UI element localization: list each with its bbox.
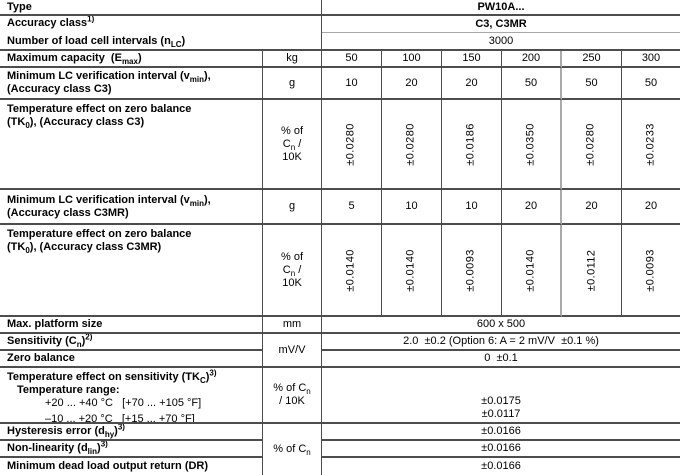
tkc-unit-cell: % of Cn / 10K (263, 368, 322, 424)
tkc-label-line1: Temperature effect on sensitivity (TKC)3… (7, 368, 217, 386)
mvv-unit-cell: mV/V (263, 334, 322, 368)
vmin-c3-value-cell: 50 (562, 68, 622, 100)
platform-unit-cell: mm (263, 317, 322, 334)
vmin-c3-value-cell: 20 (442, 68, 502, 100)
pct-cn-unit-cell: % of Cn (263, 424, 322, 475)
type-value-cell: PW10A... (322, 0, 680, 16)
tk0-c3mr-value-cell: ±0.0140 (502, 225, 562, 317)
capacity-label-cell: Maximum capacity (Emax) (0, 51, 263, 68)
type-label: Type (7, 0, 32, 13)
nonlinearity-label-cell: Non-linearity (dlin)3) (0, 441, 263, 458)
capacity-value-cell: 250 (562, 51, 622, 68)
tk0-c3mr-label-cell: Temperature effect on zero balance (TK0)… (0, 225, 263, 317)
vmin-c3-value-cell: 20 (382, 68, 442, 100)
load-cell-intervals-value: 3000 (488, 34, 514, 47)
nonlinearity-label: Non-linearity (dlin)3) (7, 441, 108, 457)
accuracy-class-label: Accuracy class1) (7, 16, 95, 29)
zero-balance-value-cell: 0 ±0.1 (322, 351, 680, 368)
tk0-c3mr-value-cell: ±0.0093 (622, 225, 680, 317)
tk0-c3mr-unit-cell: % of Cn / 10K (263, 225, 322, 317)
type-label-cell: Type (0, 0, 322, 16)
load-cell-intervals-label: Number of load cell intervals (nLC) (7, 35, 186, 50)
platform-label-cell: Max. platform size (0, 317, 263, 334)
capacity-label: Maximum capacity (Emax) (7, 52, 142, 67)
zero-balance-label-cell: Zero balance (0, 351, 263, 368)
accuracy-class-value-cell: C3, C3MR (322, 16, 680, 33)
load-cell-intervals-value-cell: 3000 (322, 33, 680, 51)
vmin-c3mr-unit-cell: g (263, 190, 322, 225)
capacity-value-cell: 300 (622, 51, 680, 68)
vmin-c3-value-cell: 50 (502, 68, 562, 100)
vmin-c3-label-cell: Minimum LC verification interval (vmin),… (0, 68, 263, 100)
tk0-c3-value-cell: ±0.0350 (502, 100, 562, 190)
vmin-c3-unit-cell: g (263, 68, 322, 100)
vmin-c3-label: Minimum LC verification interval (vmin), (7, 70, 211, 85)
capacity-value-cell: 150 (442, 51, 502, 68)
capacity-value-cell: 100 (382, 51, 442, 68)
vmin-c3-value-cell: 50 (622, 68, 680, 100)
capacity-unit: kg (286, 52, 298, 64)
vmin-c3mr-value-cell: 20 (622, 190, 680, 225)
tk0-c3mr-value-cell: ±0.0112 (562, 225, 622, 317)
tk0-c3-value-cell: ±0.0280 (322, 100, 382, 190)
tk0-c3-label-line2: (TK0), (Accuracy class C3) (7, 116, 145, 131)
capacity-value-cell: 200 (502, 51, 562, 68)
sensitivity-value-cell: 2.0 ±0.2 (Option 6: A = 2 mV/V ±0.1 %) (322, 334, 680, 351)
vmin-c3mr-value-cell: 10 (382, 190, 442, 225)
tk0-c3-value-cell: ±0.0186 (442, 100, 502, 190)
tk0-c3mr-label-line2: (TK0), (Accuracy class C3MR) (7, 241, 162, 256)
tkc-label-cell: Temperature effect on sensitivity (TKC)3… (0, 368, 263, 424)
nonlinearity-value-cell: ±0.0166 (322, 441, 680, 458)
tk0-c3mr-value-cell: ±0.0140 (322, 225, 382, 317)
vmin-c3mr-label: Minimum LC verification interval (vmin), (7, 193, 211, 208)
vmin-c3mr-value-cell: 5 (322, 190, 382, 225)
hysteresis-value-cell: ±0.0166 (322, 424, 680, 441)
sensitivity-label: Sensitivity (Cn)2) (7, 334, 93, 350)
vmin-c3mr-value-cell: 10 (442, 190, 502, 225)
type-value: PW10A... (477, 0, 525, 13)
accuracy-class-value: C3, C3MR (475, 17, 527, 30)
vmin-c3-value-cell: 10 (322, 68, 382, 100)
pct-cn-unit: % of Cn (273, 443, 311, 458)
tk0-c3mr-value-cell: ±0.0093 (442, 225, 502, 317)
dr-label-cell: Minimum dead load output return (DR) (0, 458, 263, 475)
dr-value-cell: ±0.0166 (481, 460, 521, 472)
vmin-c3mr-label-cell: Minimum LC verification interval (vmin),… (0, 190, 263, 225)
tk0-c3-value-cell: ±0.0233 (622, 100, 680, 190)
vmin-c3mr-value-cell: 20 (502, 190, 562, 225)
tk0-c3-label-cell: Temperature effect on zero balance (TK0)… (0, 100, 263, 190)
sensitivity-label-cell: Sensitivity (Cn)2) (0, 334, 263, 351)
hysteresis-label-cell: Hysteresis error (dhy)3) (0, 424, 263, 441)
tk0-c3-value-cell: ±0.0280 (562, 100, 622, 190)
tk0-c3mr-value-cell: ±0.0140 (382, 225, 442, 317)
tkc-value-cell: ±0.0175 ±0.0117 (322, 368, 680, 424)
platform-value-cell: 600 x 500 (322, 317, 680, 334)
tk0-c3-unit-cell: % of Cn / 10K (263, 100, 322, 190)
tk0-c3-value-cell: ±0.0280 (382, 100, 442, 190)
capacity-value-cell: 50 (322, 51, 382, 68)
vmin-c3mr-value-cell: 20 (562, 190, 622, 225)
hysteresis-label: Hysteresis error (dhy)3) (7, 424, 125, 440)
accuracy-intervals-label-cell: Accuracy class1) Number of load cell int… (0, 16, 322, 51)
capacity-unit-cell: kg (263, 51, 322, 68)
